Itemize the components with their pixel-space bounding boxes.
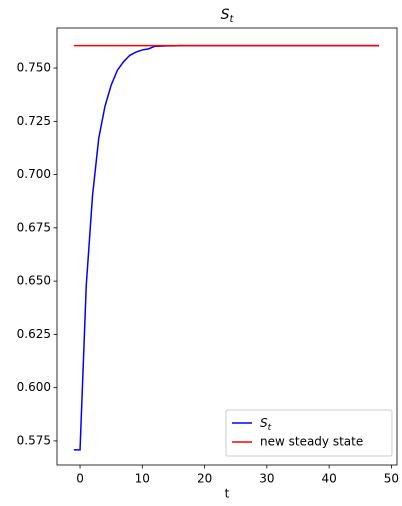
legend-label-main: S: [260, 416, 268, 430]
x-tick-label: 10: [135, 472, 150, 486]
legend-label: St: [260, 416, 272, 433]
axes-frame: [56, 27, 398, 466]
x-tick-label: 40: [321, 472, 336, 486]
y-tick-label: 0.700: [17, 167, 51, 181]
y-tick-label: 0.725: [17, 114, 51, 128]
x-axis-label: t: [225, 487, 230, 501]
y-tick-label: 0.625: [17, 327, 51, 341]
y-tick-label: 0.650: [17, 274, 51, 288]
x-tick-label: 30: [259, 472, 274, 486]
legend-label-sub: t: [268, 423, 272, 433]
y-tick-label: 0.600: [17, 380, 51, 394]
legend-label: new steady state: [260, 435, 363, 449]
y-tick-label: 0.575: [17, 433, 51, 447]
chart-title: St: [221, 7, 235, 25]
legend-box: [225, 409, 393, 457]
y-tick-label: 0.750: [17, 61, 51, 75]
x-tick-label: 0: [76, 472, 84, 486]
x-tick-label: 50: [384, 472, 399, 486]
y-tick-label: 0.675: [17, 220, 51, 234]
x-tick-label: 20: [197, 472, 212, 486]
